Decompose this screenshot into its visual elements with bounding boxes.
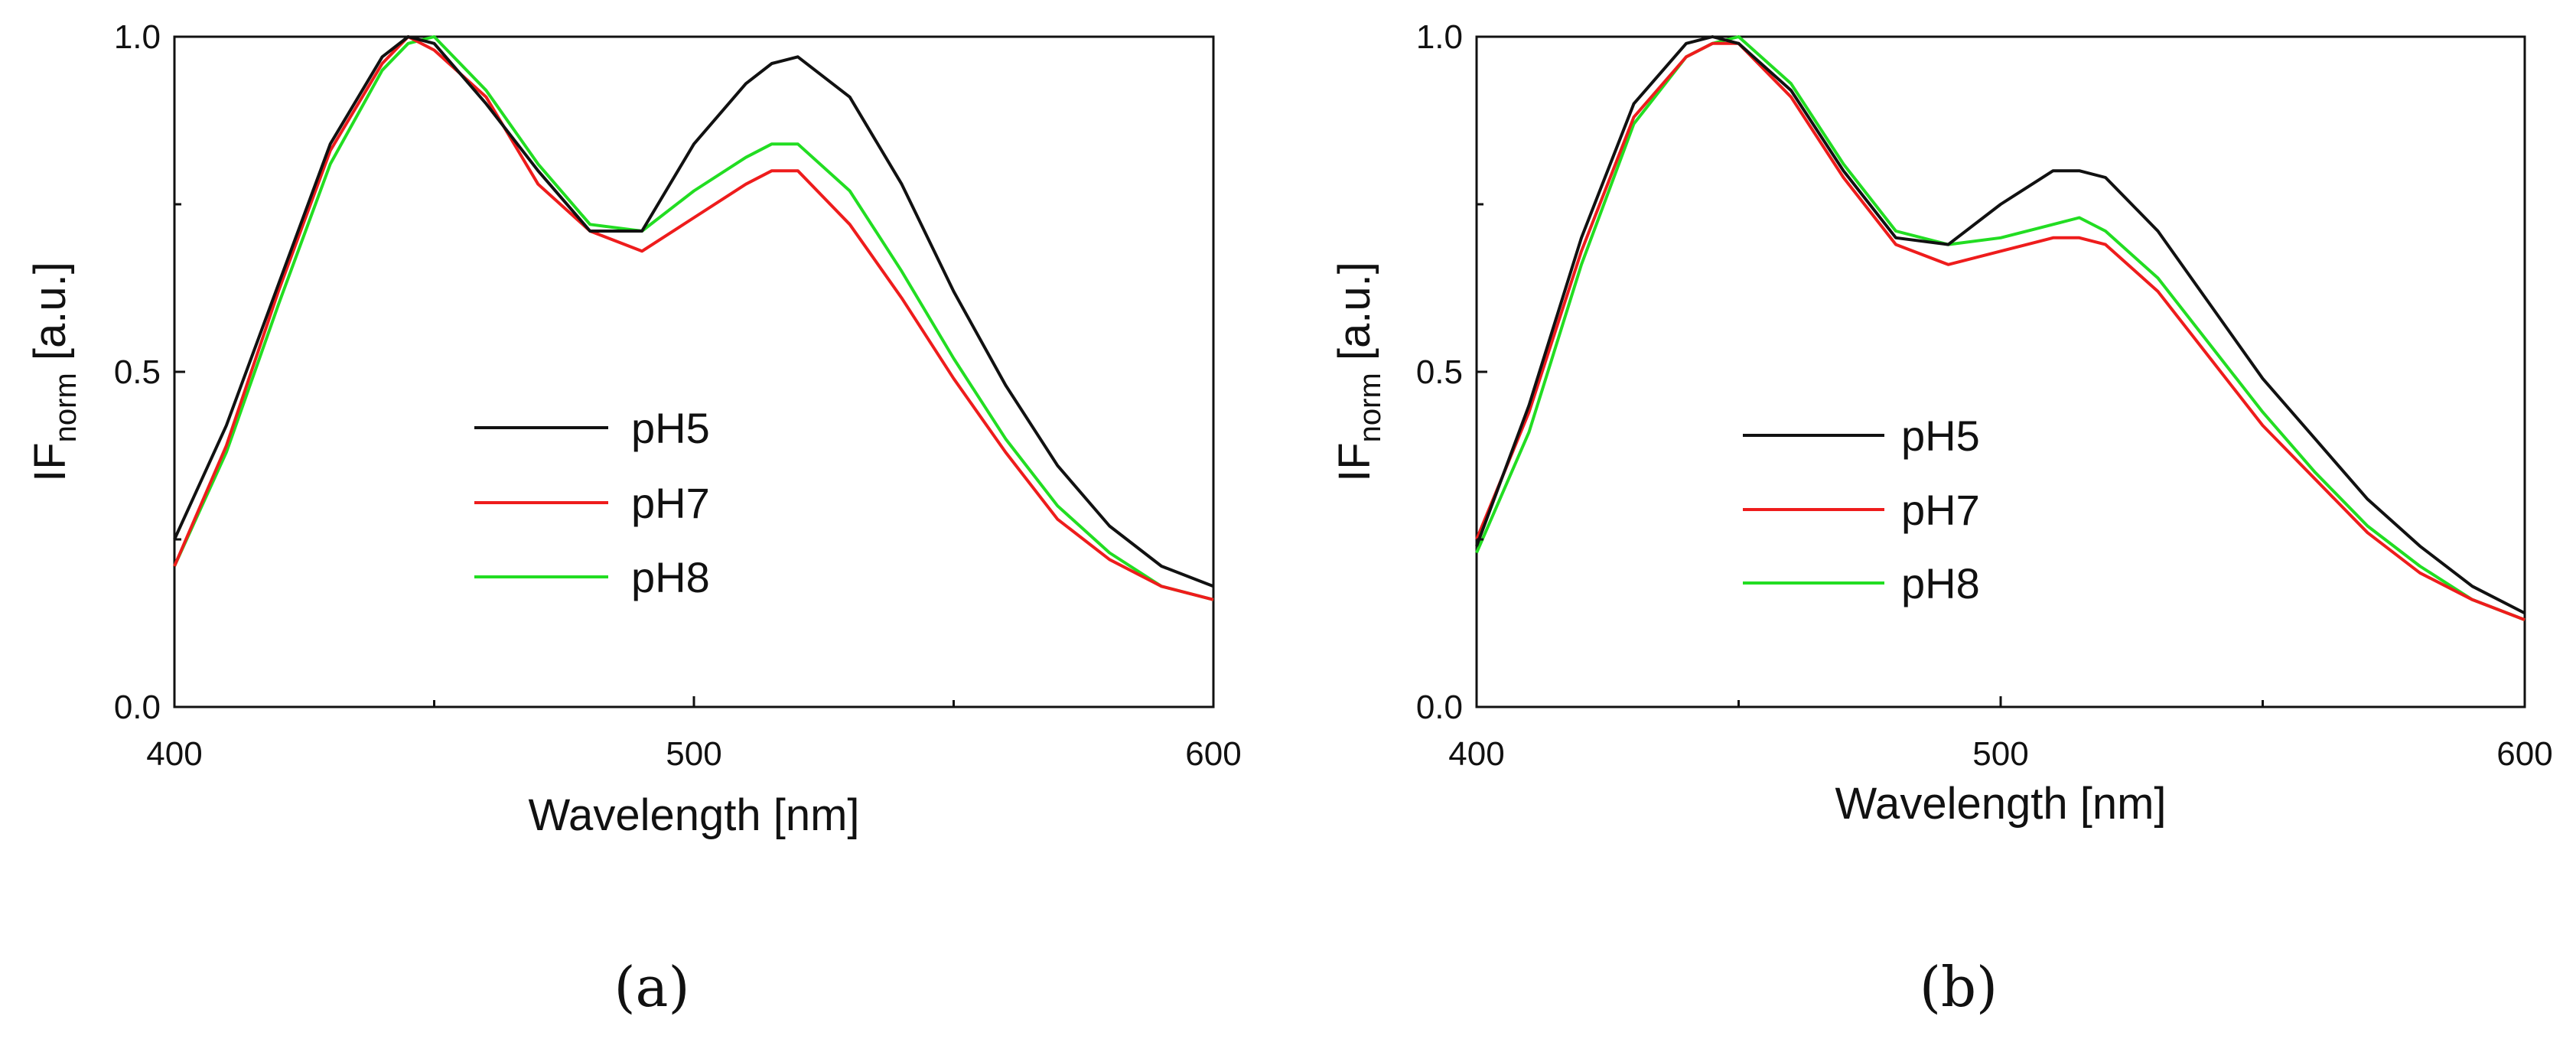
panel-label-b: (b) bbox=[1920, 955, 1998, 1019]
y-tick-label: 1.0 bbox=[1416, 18, 1463, 56]
legend-label: pH7 bbox=[1901, 486, 1980, 534]
panel-label-a: (a) bbox=[614, 955, 689, 1019]
x-tick-label: 400 bbox=[1448, 735, 1504, 773]
legend-item-ph5: pH5 bbox=[474, 404, 710, 452]
y-axis-title: IFnorm [a.u.] bbox=[1330, 262, 1387, 482]
x-tick-label: 500 bbox=[666, 735, 721, 773]
legend: pH5 pH7 pH8 bbox=[1743, 412, 1980, 607]
y-tick-labels: 0.0 0.5 1.0 bbox=[1416, 18, 1463, 726]
plot-frame bbox=[1475, 35, 2526, 708]
y-axis-title: IFnorm [a.u.] bbox=[25, 262, 83, 482]
x-tick-labels: 400 500 600 bbox=[146, 735, 1241, 773]
series-line-ph7 bbox=[1475, 41, 2526, 621]
legend: pH5 pH7 pH8 bbox=[474, 404, 710, 601]
series-line-ph5 bbox=[173, 35, 1214, 588]
x-tick-label: 400 bbox=[146, 735, 202, 773]
series-layer bbox=[173, 35, 1214, 601]
legend-label: pH8 bbox=[631, 553, 710, 601]
legend-item-ph8: pH8 bbox=[474, 553, 710, 601]
tick-layer bbox=[1475, 35, 2526, 708]
x-tick-label: 600 bbox=[1185, 735, 1241, 773]
legend-label: pH8 bbox=[1901, 559, 1980, 607]
series-layer bbox=[1475, 35, 2526, 621]
y-tick-label: 0.5 bbox=[114, 353, 161, 391]
legend-label: pH5 bbox=[631, 404, 710, 452]
y-tick-label: 0.0 bbox=[114, 689, 161, 726]
x-axis-title: Wavelength [nm] bbox=[528, 790, 859, 840]
x-tick-label: 500 bbox=[1972, 735, 2028, 773]
tick-layer bbox=[173, 35, 1215, 708]
legend-label: pH7 bbox=[631, 479, 710, 527]
plot-frame bbox=[173, 35, 1215, 708]
x-axis-title: Wavelength [nm] bbox=[1835, 779, 2166, 829]
legend-item-ph7: pH7 bbox=[474, 479, 710, 527]
y-tick-label: 0.5 bbox=[1416, 353, 1463, 391]
legend-item-ph8: pH8 bbox=[1743, 559, 1980, 607]
y-tick-label: 1.0 bbox=[114, 18, 161, 56]
x-tick-labels: 400 500 600 bbox=[1448, 735, 2552, 773]
y-tick-label: 0.0 bbox=[1416, 689, 1463, 726]
legend-item-ph7: pH7 bbox=[1743, 486, 1980, 534]
series-line-ph8 bbox=[173, 35, 1214, 601]
legend-item-ph5: pH5 bbox=[1743, 412, 1980, 460]
series-line-ph5 bbox=[1475, 35, 2526, 615]
chart-panel-b: 400 500 600 0.0 0.5 1.0 Wavelength [nm] … bbox=[1330, 18, 2553, 1019]
series-line-ph7 bbox=[173, 35, 1214, 601]
x-tick-label: 600 bbox=[2496, 735, 2552, 773]
chart-panel-a: 400 500 600 0.0 0.5 1.0 Wavelength [nm] … bbox=[25, 18, 1242, 1019]
y-tick-labels: 0.0 0.5 1.0 bbox=[114, 18, 161, 726]
legend-label: pH5 bbox=[1901, 412, 1980, 460]
